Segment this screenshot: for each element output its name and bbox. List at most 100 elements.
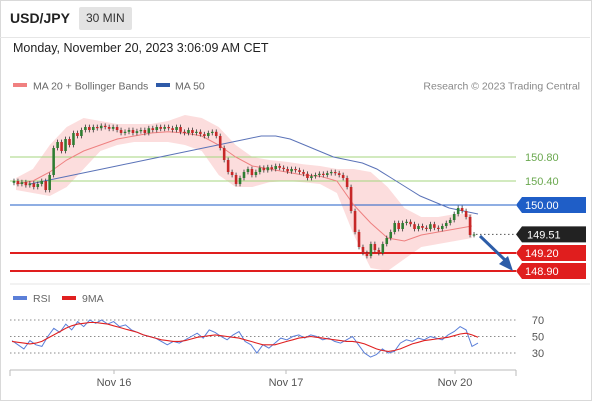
timeframe-badge[interactable]: 30 MIN [79,7,132,30]
candle-body [24,182,28,186]
support-label: 148.90 [525,266,559,278]
candle-body [32,183,36,187]
candle-body [345,178,349,187]
forecast-arrow-shaft [478,234,507,262]
candle-body [12,181,16,183]
rsi-tick-label: 70 [532,315,544,327]
rsi-ma-legend-label: 9MA [82,293,104,305]
rsi-line [11,319,479,358]
support-label: 149.20 [525,248,559,260]
candle-body [373,244,377,250]
price-levels [10,156,516,272]
candle-body [452,214,456,220]
candle-body [385,238,389,244]
candle-body [60,142,63,151]
candle-body [409,221,412,225]
candle-body [405,221,408,223]
candle-body [274,166,278,169]
candle-body [88,127,91,130]
candle-body [28,183,32,186]
forecast-arrow-head [499,256,513,271]
candle-body [155,127,159,130]
candle-body [361,247,365,253]
candle-body [119,130,123,133]
candle-body [191,130,194,133]
candle-body [64,139,67,151]
candle-body [270,167,274,169]
rsi-tick-label: 50 [532,332,544,344]
header-divider [0,37,590,38]
candle-body [290,169,293,172]
candle-body [139,130,143,132]
ma20-legend-label: MA 20 + Bollinger Bands [33,81,148,93]
candle-body [159,127,163,129]
resistance-label: 150.80 [525,152,559,164]
candle-body [429,224,432,229]
candle-body [214,131,218,136]
candle-body [282,167,285,169]
candle-body [377,250,381,253]
candle-body [84,127,87,130]
last-price-tag [516,226,586,243]
candle-body [171,128,174,130]
candle-body [187,130,190,133]
candle-body [76,133,79,136]
candle-body [421,226,424,228]
x-axis-tick-label: Nov 20 [438,377,473,389]
candle-body [218,136,222,148]
candle-body [381,244,385,253]
candle-body [337,173,341,175]
candle-body [468,217,472,235]
candle-body [472,234,476,236]
candle-body [230,172,234,175]
candle-body [389,232,393,238]
ma20-legend-swatch [13,83,27,87]
candle-body [444,223,448,226]
candle-body [325,173,329,175]
candle-body [111,127,115,129]
candle-body [413,224,416,229]
support-tag [516,245,586,261]
candle-body [16,181,20,184]
candlesticks [12,123,476,259]
candle-body [250,169,254,175]
candle-body [99,125,103,129]
candle-body [306,173,309,178]
candle-body [246,169,250,172]
candle-body [234,175,238,184]
moving-averages [15,131,479,242]
copyright-text: Research © 2023 Trading Central [423,81,580,93]
candle-body [278,166,281,168]
candle-body [80,130,83,136]
candle-body [254,172,258,175]
candle-body [203,134,206,136]
candle-body [401,223,404,229]
candle-body [52,148,55,175]
support-tag [516,263,586,279]
price-legend: MA 20 + Bollinger Bands MA 50 Research ©… [13,81,580,93]
candle-body [147,128,151,133]
candle-body [123,131,127,133]
candle-body [195,131,198,133]
x-axis-tick-label: Nov 17 [269,377,304,389]
ma20-line [15,131,473,242]
rsi-tick-label: 30 [532,348,544,360]
candle-body [179,127,182,132]
candle-body [242,172,246,178]
candle-body [286,169,289,172]
candle-body [441,226,444,229]
resistance-label: 150.40 [525,176,559,188]
candle-body [460,208,464,211]
candle-body [298,170,301,172]
candle-body [127,130,131,132]
rsi-legend-label: RSI [33,293,51,305]
candle-body [341,175,345,178]
candle-body [103,125,107,127]
candle-body [199,131,202,135]
symbol-title: USD/JPY [10,10,70,26]
price-labels: 150.80 150.40 150.00 149.51 149.20 148.90 [516,152,586,279]
chart-header: USD/JPY 30 MIN [0,0,590,38]
candle-body [349,187,353,211]
candle-body [417,226,420,229]
